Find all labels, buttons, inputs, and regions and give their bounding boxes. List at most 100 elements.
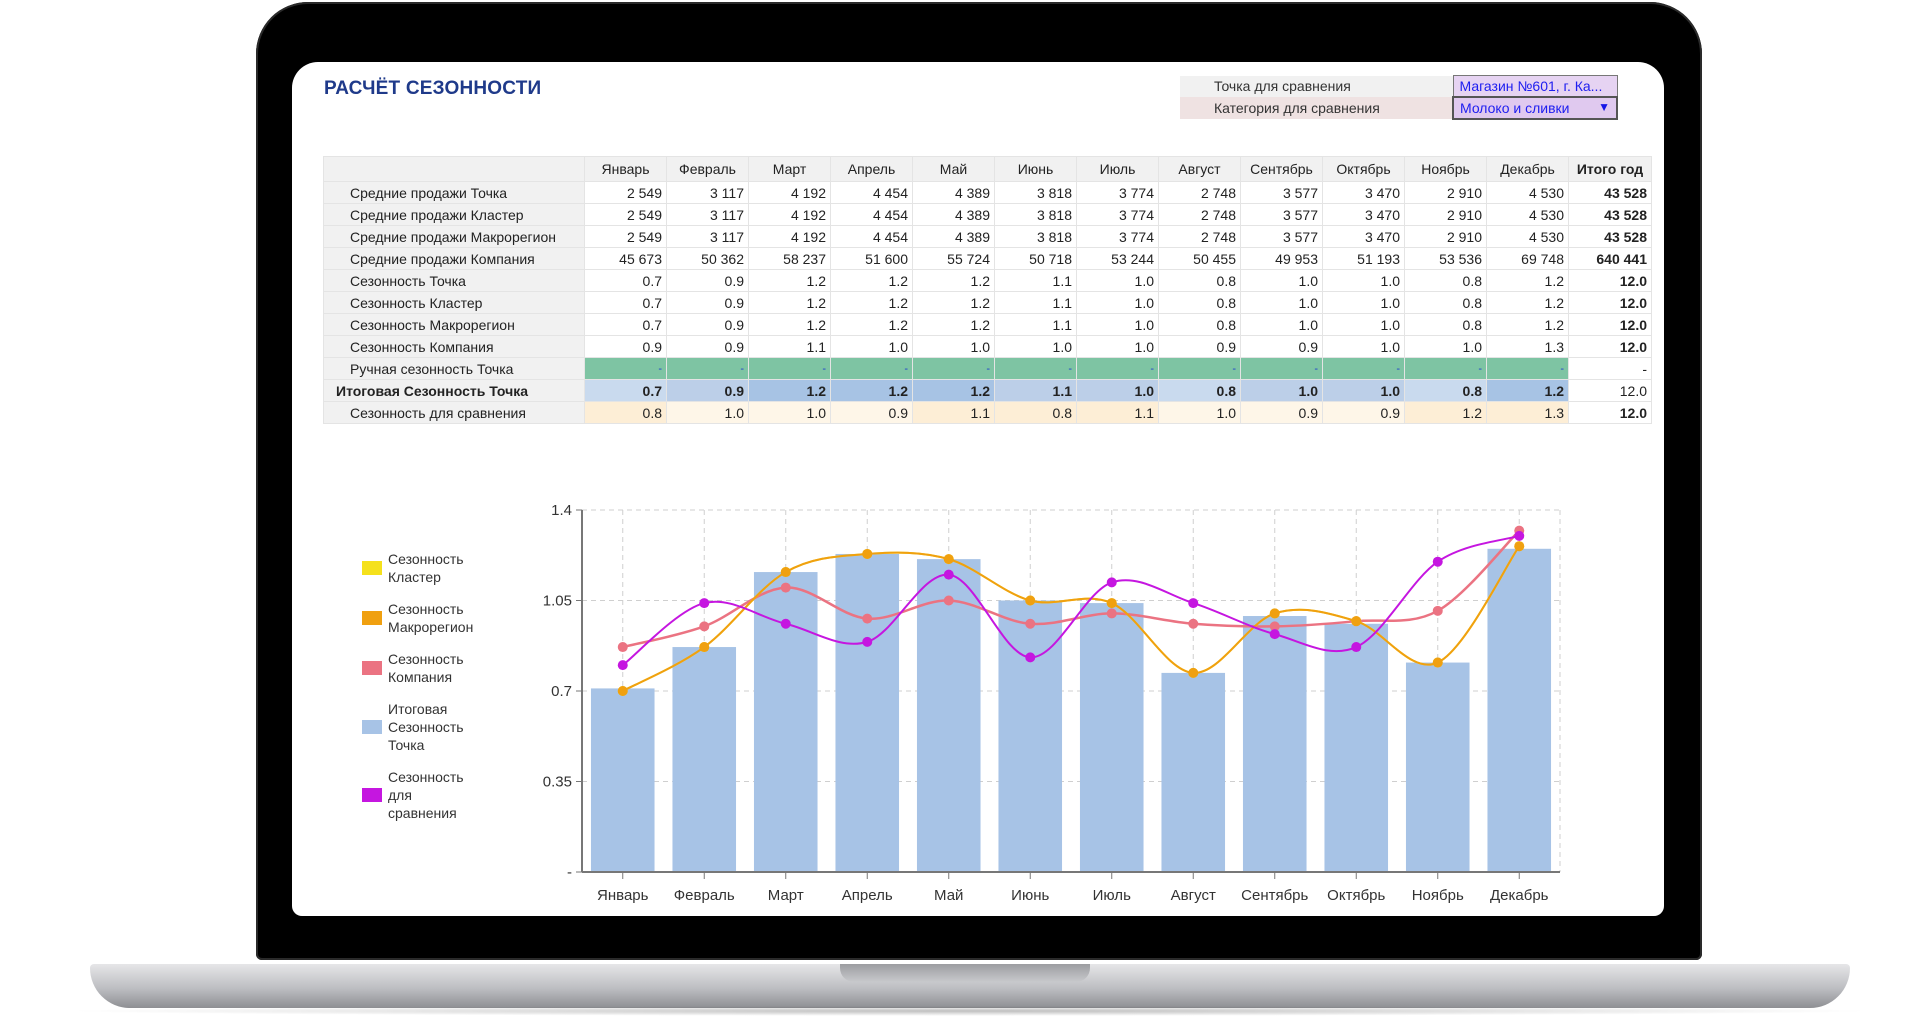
legend-item[interactable]: Сезонность для сравнения <box>362 768 512 822</box>
table-cell: 0.9 <box>666 313 749 336</box>
table-row: Средние продажи Компания 45 673 50 362 58 2… <box>323 247 1652 270</box>
comparison-params: Точка для сравнения Магазин №601, г. Ка.… <box>1180 75 1618 120</box>
bar <box>1405 662 1470 872</box>
table-cell: 0.8 <box>1404 379 1487 402</box>
table-cell: 1.1 <box>748 335 831 358</box>
table-cell: 3 818 <box>994 181 1077 204</box>
table-row: Сезонность Кластер 0.7 0.9 1.2 1.2 1.2 1.1 1.0 0… <box>323 291 1652 314</box>
x-tick-label: Март <box>768 887 804 904</box>
table-cell[interactable]: - <box>1076 357 1159 380</box>
table-cell: 3 774 <box>1076 181 1159 204</box>
table-cell: 1.1 <box>912 401 995 424</box>
row-label: Сезонность для сравнения <box>323 401 585 424</box>
table-cell: 51 193 <box>1322 247 1405 270</box>
table-cell: 0.8 <box>1158 313 1241 336</box>
series-point <box>1514 530 1525 541</box>
table-cell: 1.2 <box>830 291 913 314</box>
series-point <box>943 595 954 606</box>
table-cell[interactable]: - <box>1404 357 1487 380</box>
dropdown-arrow-icon[interactable]: ▼ <box>1598 100 1610 114</box>
table-cell: 0.8 <box>1404 291 1487 314</box>
table-cell[interactable]: - <box>912 357 995 380</box>
seasonality-table: Январь Февраль Март Апрель Май Июнь Июль Август… <box>323 156 1652 424</box>
series-point <box>699 642 710 653</box>
column-header-6: Июль <box>1076 156 1159 182</box>
table-cell: 4 192 <box>748 181 831 204</box>
table-cell: 1.0 <box>912 335 995 358</box>
table-cell: 0.8 <box>1404 313 1487 336</box>
table-row: Итоговая Сезонность Точка 0.7 0.9 1.2 1.2 1.2… <box>323 379 1652 402</box>
series-point <box>617 686 628 696</box>
table-cell: 1.0 <box>1240 291 1323 314</box>
table-cell: 1.0 <box>994 335 1077 358</box>
legend-item[interactable]: Сезонность Кластер <box>362 550 512 586</box>
table-row: Ручная сезонность Точка - - - - - - - - - - - - - <box>323 357 1652 380</box>
legend-label: Итоговая Сезонность Точка <box>388 701 464 753</box>
table-cell: 1.2 <box>1486 291 1569 314</box>
table-cell: 1.0 <box>1322 313 1405 336</box>
series-point <box>862 613 873 624</box>
table-cell: 50 455 <box>1158 247 1241 270</box>
table-cell: 2 910 <box>1404 181 1487 204</box>
table-cell: 58 237 <box>748 247 831 270</box>
legend-item[interactable]: Сезонность Компания <box>362 650 512 686</box>
table-cell: 0.8 <box>1158 269 1241 292</box>
point-value: Магазин №601, г. Ка... <box>1459 78 1603 94</box>
legend-item[interactable]: Итоговая Сезонность Точка <box>362 700 512 754</box>
category-value: Молоко и сливки <box>1460 100 1570 116</box>
series-point <box>617 660 628 671</box>
row-total: 12.0 <box>1568 313 1652 336</box>
row-label: Сезонность Точка <box>323 269 585 292</box>
series-point <box>1188 598 1199 609</box>
bar <box>1242 616 1307 872</box>
table-cell[interactable]: - <box>748 357 831 380</box>
bar <box>1161 672 1226 872</box>
series-point <box>862 636 873 647</box>
x-tick-label: Июнь <box>1011 887 1049 904</box>
table-cell: 1.2 <box>830 313 913 336</box>
column-header-8: Сентябрь <box>1240 156 1323 182</box>
table-cell: 3 577 <box>1240 181 1323 204</box>
table-cell: 55 724 <box>912 247 995 270</box>
table-cell: 0.9 <box>666 379 749 402</box>
row-total: 12.0 <box>1568 379 1652 402</box>
table-cell: 0.9 <box>830 401 913 424</box>
x-tick-label: Июль <box>1093 887 1131 904</box>
x-tick-label: Декабрь <box>1490 887 1549 904</box>
series-point <box>943 569 954 580</box>
table-cell: 3 818 <box>994 225 1077 248</box>
series-point <box>862 548 873 559</box>
series-point <box>1432 605 1443 616</box>
table-cell: 2 748 <box>1158 225 1241 248</box>
laptop-hinge-notch <box>840 964 1090 982</box>
series-point <box>1025 618 1036 629</box>
legend-swatch-icon <box>362 720 382 734</box>
table-cell: 1.0 <box>748 401 831 424</box>
table-cell: 1.1 <box>994 313 1077 336</box>
series-point <box>1432 556 1443 567</box>
row-label: Средние продажи Компания <box>323 247 585 270</box>
table-cell: 1.2 <box>912 291 995 314</box>
table-cell: 1.0 <box>1322 379 1405 402</box>
x-tick-label: Октябрь <box>1327 887 1385 904</box>
table-cell: 1.3 <box>1486 401 1569 424</box>
row-label: Сезонность Макрорегион <box>323 313 585 336</box>
x-tick-label: Январь <box>597 887 649 904</box>
seasonality-chart: - 0.35 0.7 1.05 1.4 Январь Февраль Март Апрель Ма… <box>543 502 1561 904</box>
table-cell: 3 774 <box>1076 203 1159 226</box>
table-cell: 1.0 <box>1076 379 1159 402</box>
series-point <box>780 618 791 629</box>
table-cell: 0.7 <box>584 269 667 292</box>
bar <box>835 553 900 872</box>
table-cell[interactable]: - <box>830 357 913 380</box>
table-cell: 4 192 <box>748 225 831 248</box>
table-cell: 1.2 <box>748 269 831 292</box>
table-cell[interactable]: - <box>994 357 1077 380</box>
table-cell: 1.1 <box>994 291 1077 314</box>
category-dropdown[interactable]: Молоко и сливки ▼ <box>1452 96 1618 120</box>
table-cell: 0.9 <box>666 291 749 314</box>
legend-item[interactable]: Сезонность Макрорегион <box>362 600 512 636</box>
table-cell: 0.9 <box>1322 401 1405 424</box>
table-cell: 4 192 <box>748 203 831 226</box>
series-point <box>780 567 791 578</box>
